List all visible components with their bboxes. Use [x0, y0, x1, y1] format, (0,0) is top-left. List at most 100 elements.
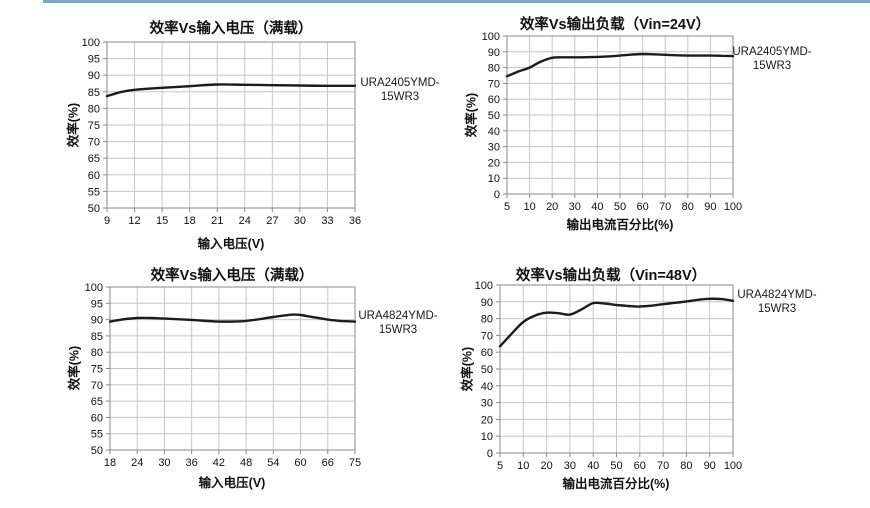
svg-text:100: 100 [85, 282, 103, 294]
svg-text:70: 70 [657, 460, 669, 472]
svg-text:20: 20 [481, 414, 493, 426]
chart4-x-axis-label: 输出电流百分比(%) [562, 477, 670, 491]
chart1-series-label-line1: URA2405YMD- [360, 77, 440, 89]
svg-text:33: 33 [321, 215, 333, 227]
svg-text:66: 66 [322, 457, 334, 469]
svg-text:50: 50 [614, 201, 626, 213]
svg-text:12: 12 [128, 215, 140, 227]
svg-text:55: 55 [91, 429, 103, 441]
svg-text:60: 60 [294, 457, 306, 469]
chart1-y-axis-label: 效率(%) [66, 102, 81, 148]
svg-text:50: 50 [91, 445, 103, 457]
svg-text:70: 70 [88, 137, 100, 149]
svg-text:80: 80 [88, 103, 100, 115]
svg-text:18: 18 [184, 215, 196, 227]
svg-text:24: 24 [239, 215, 251, 227]
svg-text:18: 18 [104, 457, 116, 469]
svg-text:30: 30 [158, 457, 170, 469]
chart4-title: 效率Vs输出负载（Vin=48V） [515, 268, 707, 284]
svg-text:90: 90 [488, 47, 500, 59]
svg-text:90: 90 [88, 70, 100, 82]
svg-text:85: 85 [88, 87, 100, 99]
svg-text:95: 95 [88, 54, 100, 66]
svg-text:90: 90 [704, 460, 716, 472]
chart1-x-axis-label: 输入电压(V) [197, 237, 265, 251]
svg-text:5: 5 [497, 460, 503, 472]
chart1-series-label-line2: 15WR3 [380, 90, 420, 103]
svg-text:50: 50 [481, 364, 493, 376]
svg-text:10: 10 [481, 431, 493, 443]
svg-text:65: 65 [91, 396, 103, 408]
chart3-series-label-line2: 15WR3 [378, 323, 418, 336]
efficiency-curve-1 [105, 83, 357, 98]
svg-text:50: 50 [488, 110, 500, 122]
chart4-series-label: URA4824YMD- 15WR3 [727, 289, 827, 316]
svg-text:80: 80 [488, 63, 500, 75]
svg-text:0: 0 [494, 189, 500, 201]
chart4-y-axis-label: 效率(%) [460, 346, 475, 392]
svg-text:60: 60 [481, 347, 493, 359]
svg-text:100: 100 [475, 280, 493, 292]
svg-text:90: 90 [481, 297, 493, 309]
svg-text:9: 9 [104, 215, 110, 227]
svg-text:75: 75 [88, 120, 100, 132]
svg-text:40: 40 [488, 126, 500, 138]
chart1-title: 效率Vs输入电压（满载） [149, 21, 313, 37]
svg-text:60: 60 [88, 170, 100, 182]
svg-text:40: 40 [481, 381, 493, 393]
svg-text:80: 80 [91, 347, 103, 359]
efficiency-curve-3 [108, 313, 357, 323]
page-top-accent-bar [43, 0, 870, 3]
svg-text:30: 30 [564, 460, 576, 472]
svg-text:50: 50 [88, 203, 100, 215]
chart2-title: 效率Vs输出负载（Vin=24V） [519, 17, 711, 33]
svg-text:50: 50 [610, 460, 622, 472]
svg-text:40: 40 [591, 201, 603, 213]
efficiency-curve-2 [505, 52, 735, 78]
chart3-series-label: URA4824YMD- 15WR3 [348, 310, 448, 337]
svg-text:80: 80 [481, 314, 493, 326]
svg-text:80: 80 [680, 460, 692, 472]
svg-text:95: 95 [91, 298, 103, 310]
efficiency-curve-4 [498, 297, 735, 348]
svg-text:20: 20 [546, 201, 558, 213]
chart2-y-axis-label: 效率(%) [464, 92, 479, 138]
svg-text:20: 20 [540, 460, 552, 472]
svg-text:48: 48 [240, 457, 252, 469]
svg-text:5: 5 [504, 201, 510, 213]
svg-text:20: 20 [488, 157, 500, 169]
svg-text:100: 100 [724, 460, 742, 472]
chart2-series-label: URA2405YMD- 15WR3 [722, 46, 822, 73]
svg-text:90: 90 [91, 315, 103, 327]
svg-text:100: 100 [82, 37, 100, 49]
chart2-x-axis-label: 输出电流百分比(%) [566, 218, 674, 232]
chart3-x-axis-label: 输入电压(V) [198, 476, 266, 490]
svg-text:54: 54 [267, 457, 279, 469]
svg-text:15: 15 [156, 215, 168, 227]
svg-text:40: 40 [587, 460, 599, 472]
svg-text:30: 30 [294, 215, 306, 227]
svg-text:80: 80 [682, 201, 694, 213]
plot-area-1: 100 95 90 85 80 75 70 65 60 55 50 9 12 15 18 21 24 27 30 33… [82, 37, 361, 227]
svg-text:90: 90 [704, 201, 716, 213]
svg-text:30: 30 [569, 201, 581, 213]
svg-text:24: 24 [131, 457, 143, 469]
svg-text:10: 10 [523, 201, 535, 213]
chart2-series-label-line1: URA2405YMD- [732, 46, 812, 58]
svg-text:36: 36 [349, 215, 361, 227]
chart4-series-label-line1: URA4824YMD- [737, 289, 817, 301]
chart3-title: 效率Vs输入电压（满载） [150, 268, 314, 284]
svg-text:60: 60 [91, 412, 103, 424]
svg-text:55: 55 [88, 186, 100, 198]
svg-text:36: 36 [186, 457, 198, 469]
svg-text:85: 85 [91, 331, 103, 343]
svg-text:60: 60 [488, 94, 500, 106]
svg-text:70: 70 [481, 330, 493, 342]
chart2-series-label-line2: 15WR3 [752, 59, 792, 72]
svg-text:30: 30 [488, 142, 500, 154]
svg-text:30: 30 [481, 398, 493, 410]
svg-text:70: 70 [488, 78, 500, 90]
